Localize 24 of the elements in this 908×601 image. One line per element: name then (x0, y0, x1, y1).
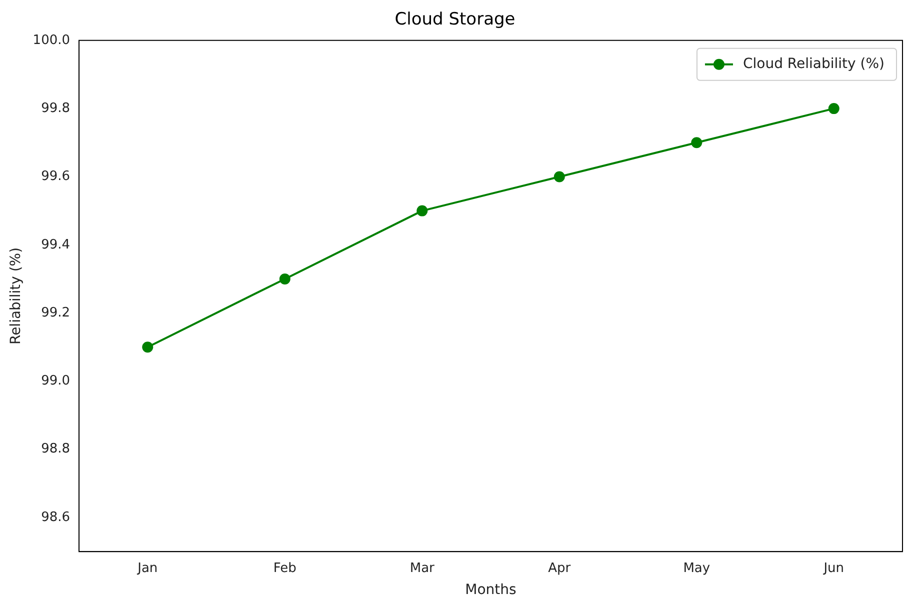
y-tick-label: 99.4 (41, 237, 70, 252)
y-axis-title: Reliability (%) (8, 247, 24, 345)
y-tick-label: 100.0 (32, 32, 70, 48)
y-tick-label: 99.0 (41, 374, 70, 389)
x-tick-label: Feb (273, 560, 296, 576)
legend-label: Cloud Reliability (%) (742, 56, 885, 72)
x-tick-label: Apr (548, 560, 572, 576)
x-axis-title: Months (465, 582, 516, 598)
y-tick-label: 98.6 (41, 510, 70, 525)
chart-title: Cloud Storage (394, 10, 516, 30)
point (554, 171, 565, 182)
x-tick-label: May (683, 560, 710, 576)
point (416, 205, 428, 216)
x-tick-label: Jun (822, 560, 844, 576)
x-tick-label: Jan (136, 560, 158, 576)
point (279, 273, 290, 284)
x-tick-label: Mar (410, 560, 436, 576)
point (828, 103, 840, 114)
point (691, 137, 702, 148)
y-tick-label: 99.8 (41, 100, 70, 116)
point (142, 342, 154, 353)
y-tick-label: 99.6 (41, 169, 70, 184)
y-tick-label: 99.2 (41, 305, 70, 320)
y-tick-label: 98.8 (41, 442, 70, 457)
